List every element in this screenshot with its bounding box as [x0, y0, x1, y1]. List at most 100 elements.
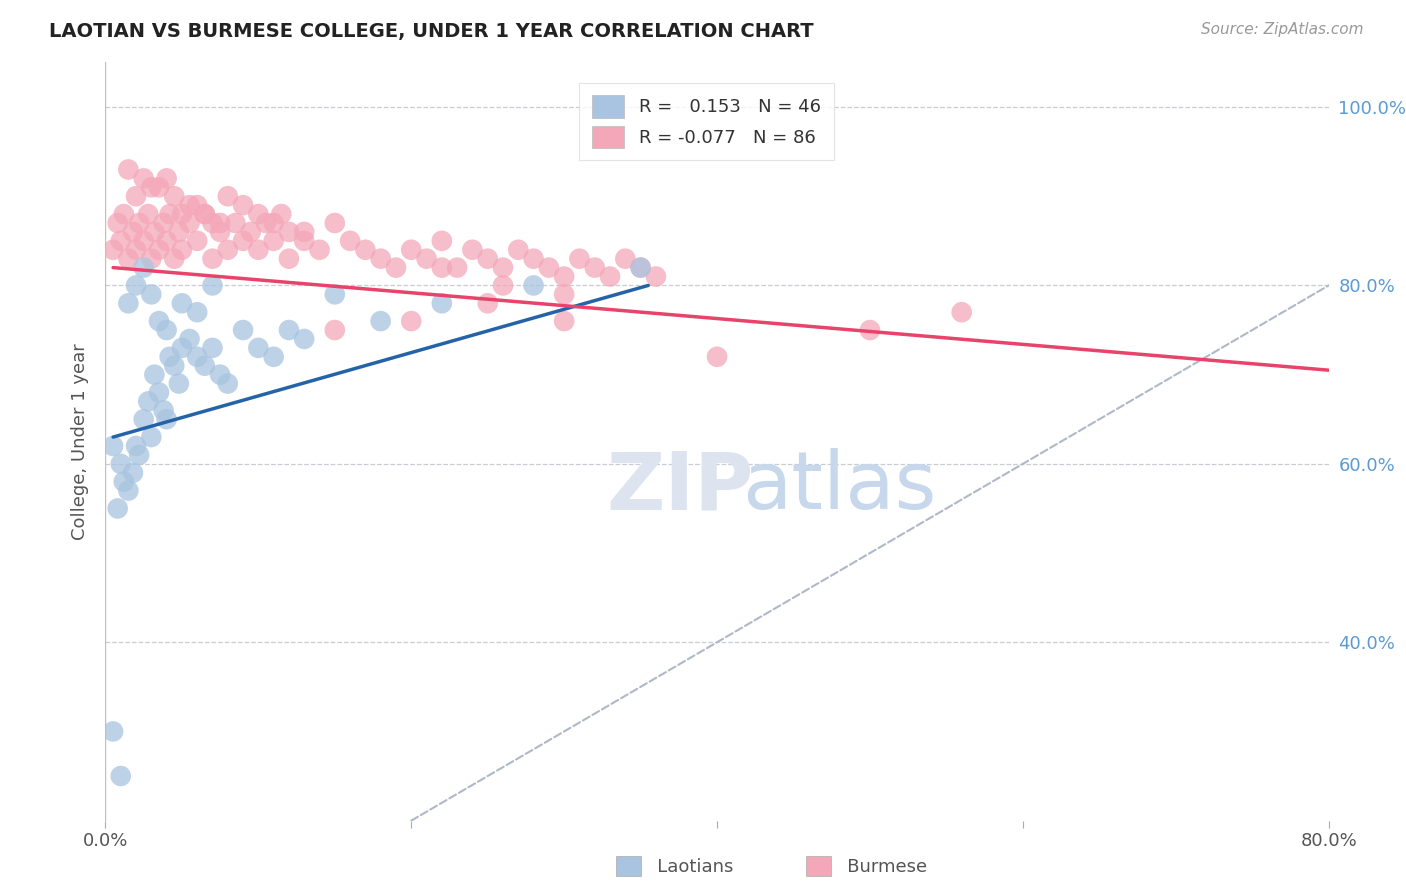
Point: [277, 323, 299, 337]
Point: [224, 216, 246, 230]
Point: [217, 243, 239, 257]
Point: [859, 323, 882, 337]
Point: [508, 243, 530, 257]
Point: [430, 234, 453, 248]
Point: [155, 323, 177, 337]
Point: [247, 243, 270, 257]
Point: [128, 448, 150, 462]
Point: [159, 207, 181, 221]
Point: [201, 341, 224, 355]
Point: [136, 394, 159, 409]
Point: [232, 323, 254, 337]
Point: [186, 305, 208, 319]
Text: Source: ZipAtlas.com: Source: ZipAtlas.com: [1201, 22, 1364, 37]
Point: [179, 216, 201, 230]
Point: [277, 225, 299, 239]
Point: [232, 234, 254, 248]
Point: [148, 385, 170, 400]
Point: [125, 278, 148, 293]
Point: [553, 314, 575, 328]
Point: [141, 252, 163, 266]
Point: [209, 368, 232, 382]
Point: [430, 296, 453, 310]
Point: [209, 216, 232, 230]
Text: atlas: atlas: [742, 448, 936, 526]
Point: [232, 198, 254, 212]
Point: [523, 278, 546, 293]
Point: [477, 252, 499, 266]
Point: [323, 287, 346, 301]
Point: [537, 260, 560, 275]
Point: [167, 376, 190, 391]
Point: [136, 207, 159, 221]
Point: [492, 260, 515, 275]
Point: [399, 243, 422, 257]
Point: [370, 252, 392, 266]
Point: [370, 314, 392, 328]
Point: [247, 341, 270, 355]
Point: [101, 243, 124, 257]
Point: [644, 269, 666, 284]
Point: [217, 376, 239, 391]
Point: [706, 350, 728, 364]
Point: [110, 234, 132, 248]
Point: [159, 350, 181, 364]
Point: [128, 216, 150, 230]
Point: [385, 260, 408, 275]
Point: [209, 225, 232, 239]
Point: [194, 207, 217, 221]
Text: Burmese: Burmese: [830, 858, 927, 876]
Point: [148, 243, 170, 257]
Point: [101, 724, 124, 739]
Point: [323, 216, 346, 230]
Point: [101, 439, 124, 453]
Point: [430, 260, 453, 275]
Point: [292, 332, 315, 346]
Point: [339, 234, 361, 248]
Point: [950, 305, 973, 319]
Point: [107, 501, 129, 516]
Point: [263, 234, 285, 248]
Point: [163, 189, 186, 203]
Point: [399, 314, 422, 328]
Point: [263, 350, 285, 364]
Point: [122, 466, 145, 480]
Text: LAOTIAN VS BURMESE COLLEGE, UNDER 1 YEAR CORRELATION CHART: LAOTIAN VS BURMESE COLLEGE, UNDER 1 YEAR…: [49, 22, 814, 41]
Point: [170, 243, 193, 257]
Point: [354, 243, 377, 257]
Point: [122, 225, 145, 239]
Point: [186, 234, 208, 248]
Point: [155, 171, 177, 186]
Point: [194, 207, 217, 221]
Point: [201, 252, 224, 266]
Point: [132, 260, 155, 275]
Point: [170, 341, 193, 355]
Point: [553, 287, 575, 301]
Point: [201, 278, 224, 293]
Y-axis label: College, Under 1 year: College, Under 1 year: [70, 343, 89, 540]
Point: [141, 287, 163, 301]
Point: [323, 323, 346, 337]
Point: [277, 252, 299, 266]
Legend: R =   0.153   N = 46, R = -0.077   N = 86: R = 0.153 N = 46, R = -0.077 N = 86: [579, 83, 834, 161]
Point: [112, 207, 135, 221]
Point: [170, 296, 193, 310]
Point: [553, 269, 575, 284]
Point: [110, 457, 132, 471]
Point: [117, 162, 139, 177]
Point: [132, 412, 155, 426]
Point: [117, 296, 139, 310]
Point: [247, 207, 270, 221]
Point: [254, 216, 277, 230]
Point: [217, 189, 239, 203]
Point: [630, 260, 652, 275]
Point: [270, 207, 292, 221]
Point: [143, 225, 166, 239]
Point: [179, 332, 201, 346]
Point: [292, 225, 315, 239]
Point: [163, 252, 186, 266]
Point: [492, 278, 515, 293]
Point: [107, 216, 129, 230]
Point: [148, 314, 170, 328]
Point: [163, 359, 186, 373]
